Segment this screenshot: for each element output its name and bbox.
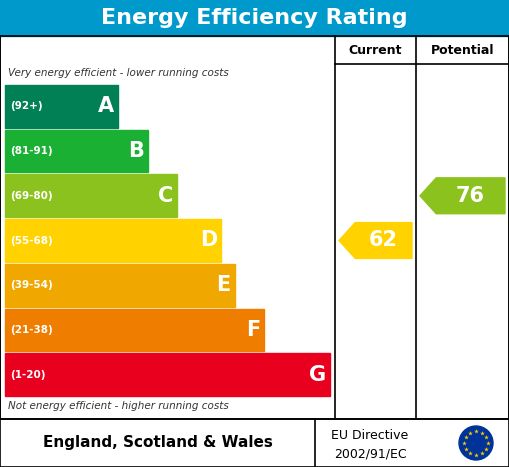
Bar: [0, 419, 509, 467]
Text: (55-68): (55-68): [10, 235, 53, 246]
Text: (21-38): (21-38): [10, 325, 53, 335]
Text: England, Scotland & Wales: England, Scotland & Wales: [43, 436, 272, 451]
Text: C: C: [158, 186, 173, 206]
Bar: [5, 354, 330, 396]
Text: (81-91): (81-91): [10, 146, 52, 156]
Bar: [5, 219, 221, 262]
Bar: [0, 0, 509, 36]
Bar: [0, 36, 509, 419]
Text: 2002/91/EC: 2002/91/EC: [334, 447, 406, 460]
Text: 76: 76: [456, 186, 485, 206]
Text: A: A: [98, 96, 114, 116]
Text: B: B: [128, 141, 144, 161]
Text: (92+): (92+): [10, 101, 43, 111]
Text: (39-54): (39-54): [10, 280, 53, 290]
Text: Energy Efficiency Rating: Energy Efficiency Rating: [101, 8, 408, 28]
Bar: [5, 175, 177, 217]
Text: E: E: [216, 275, 231, 295]
Text: D: D: [200, 231, 217, 250]
Text: F: F: [246, 320, 260, 340]
Circle shape: [459, 426, 493, 460]
Bar: [5, 130, 148, 172]
Bar: [5, 85, 118, 127]
Text: (69-80): (69-80): [10, 191, 52, 201]
Bar: [5, 309, 264, 351]
Text: G: G: [308, 365, 326, 385]
Polygon shape: [420, 178, 505, 214]
Text: (1-20): (1-20): [10, 370, 45, 380]
Polygon shape: [339, 223, 412, 258]
Text: Current: Current: [349, 43, 402, 57]
Text: Very energy efficient - lower running costs: Very energy efficient - lower running co…: [8, 68, 229, 78]
Text: Potential: Potential: [431, 43, 494, 57]
Text: 62: 62: [369, 231, 398, 250]
Text: EU Directive: EU Directive: [331, 429, 409, 442]
Text: Not energy efficient - higher running costs: Not energy efficient - higher running co…: [8, 401, 229, 411]
Bar: [5, 264, 235, 306]
